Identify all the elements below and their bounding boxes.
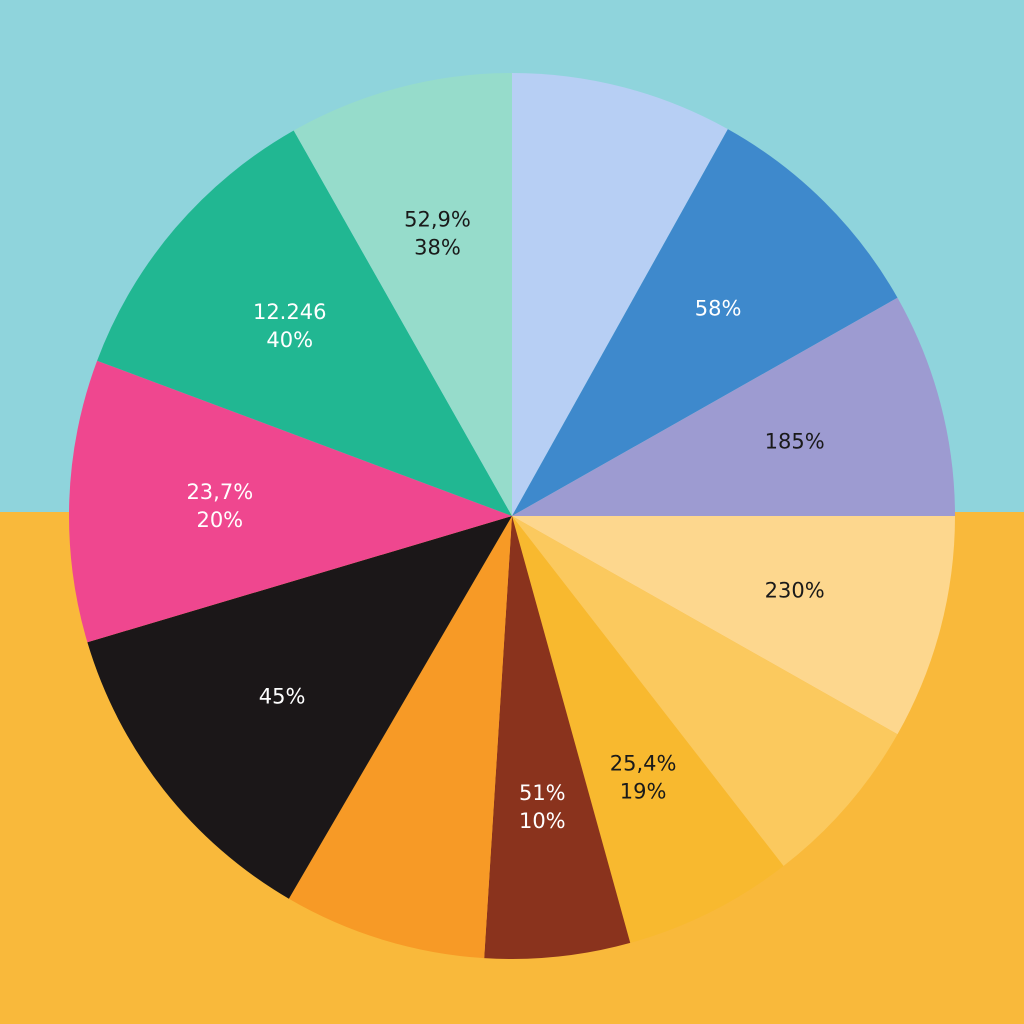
pie-slice-3	[512, 297, 955, 516]
slice-label-2-line-1: 58%	[695, 297, 742, 321]
pie-slice-6	[512, 516, 784, 943]
slice-label-6-line-2: 19%	[620, 779, 667, 803]
slice-label-11-line-1: 12.246	[253, 300, 326, 324]
slice-label-10-line-1: 23,7%	[186, 480, 253, 504]
slice-label-7-line-1: 51%	[519, 781, 566, 805]
slice-label-12-line-2: 38%	[414, 235, 461, 259]
pie-slices	[68, 73, 955, 960]
slice-label-3-line-1: 185%	[765, 430, 825, 454]
pie-slice-4	[512, 516, 955, 735]
slice-label-6-line-1: 25,4%	[610, 751, 677, 775]
slice-label-4-line-1: 230%	[765, 579, 825, 603]
pie-slice-2	[512, 129, 898, 516]
pie-slice-12	[293, 73, 512, 516]
pie-labels: 58% 185% 230% 25,4% 19% 51% 10% 45% 23,7% 20% 12.2…	[186, 207, 825, 833]
pie-slice-1	[512, 73, 728, 516]
slice-label-11-line-2: 40%	[266, 328, 313, 352]
slice-label-9-line-1: 45%	[259, 685, 306, 709]
pie-slice-8	[288, 516, 512, 959]
slice-label-7-line-2: 10%	[519, 809, 566, 833]
slice-label-12-line-1: 52,9%	[404, 207, 471, 231]
slice-label-10-line-2: 20%	[196, 508, 243, 532]
pie-slice-5	[512, 516, 898, 867]
pie-slice-7	[484, 516, 631, 960]
pie-slice-9	[87, 516, 513, 899]
pie-slice-11	[97, 130, 513, 516]
pie-slice-10	[68, 360, 513, 643]
